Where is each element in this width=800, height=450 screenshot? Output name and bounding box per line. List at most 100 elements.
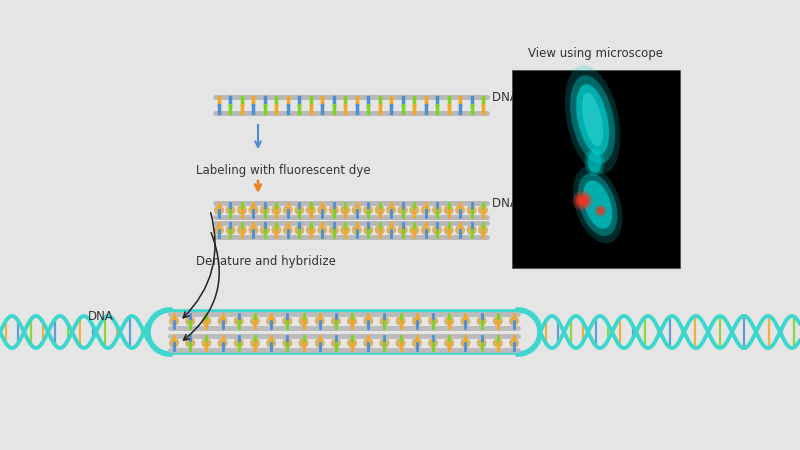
Ellipse shape — [234, 338, 244, 348]
Ellipse shape — [282, 338, 292, 348]
Ellipse shape — [428, 316, 438, 326]
Ellipse shape — [461, 316, 470, 326]
Ellipse shape — [582, 93, 603, 146]
Text: DNA probe: DNA probe — [492, 198, 556, 211]
Ellipse shape — [374, 225, 385, 235]
Ellipse shape — [363, 205, 374, 215]
Ellipse shape — [226, 225, 235, 235]
FancyBboxPatch shape — [512, 70, 680, 268]
Ellipse shape — [271, 225, 282, 235]
Text: View using microscope: View using microscope — [529, 47, 663, 60]
Ellipse shape — [583, 180, 612, 229]
Ellipse shape — [352, 225, 362, 235]
Ellipse shape — [597, 207, 605, 215]
Ellipse shape — [493, 338, 503, 348]
Ellipse shape — [478, 225, 488, 235]
Ellipse shape — [249, 205, 258, 215]
Ellipse shape — [509, 338, 519, 348]
Ellipse shape — [226, 205, 235, 215]
Ellipse shape — [461, 338, 470, 348]
Ellipse shape — [250, 316, 260, 326]
Ellipse shape — [271, 205, 282, 215]
Ellipse shape — [306, 205, 316, 215]
Ellipse shape — [477, 316, 486, 326]
Ellipse shape — [169, 338, 179, 348]
Ellipse shape — [340, 225, 350, 235]
Ellipse shape — [455, 225, 465, 235]
Ellipse shape — [363, 338, 374, 348]
Ellipse shape — [509, 316, 519, 326]
Ellipse shape — [443, 205, 454, 215]
Ellipse shape — [398, 225, 408, 235]
Ellipse shape — [214, 225, 224, 235]
Text: DNA: DNA — [88, 310, 114, 323]
Text: Denature and hybridize: Denature and hybridize — [196, 255, 336, 268]
Ellipse shape — [331, 338, 341, 348]
Ellipse shape — [379, 338, 390, 348]
Ellipse shape — [578, 196, 587, 205]
Ellipse shape — [444, 338, 454, 348]
Ellipse shape — [585, 148, 605, 176]
Ellipse shape — [421, 225, 430, 235]
Ellipse shape — [570, 75, 615, 164]
Ellipse shape — [352, 205, 362, 215]
Ellipse shape — [347, 316, 357, 326]
Ellipse shape — [409, 205, 419, 215]
Ellipse shape — [294, 205, 304, 215]
Ellipse shape — [185, 338, 195, 348]
Ellipse shape — [576, 194, 590, 207]
Ellipse shape — [379, 316, 390, 326]
Ellipse shape — [396, 338, 406, 348]
FancyArrowPatch shape — [183, 233, 219, 340]
Ellipse shape — [298, 316, 309, 326]
Ellipse shape — [202, 338, 211, 348]
Ellipse shape — [329, 225, 338, 235]
Ellipse shape — [409, 225, 419, 235]
Ellipse shape — [374, 205, 385, 215]
Ellipse shape — [331, 316, 341, 326]
Ellipse shape — [214, 205, 224, 215]
Ellipse shape — [318, 205, 327, 215]
Ellipse shape — [466, 225, 477, 235]
Ellipse shape — [202, 316, 211, 326]
Ellipse shape — [573, 166, 622, 243]
Ellipse shape — [237, 225, 247, 235]
Ellipse shape — [412, 338, 422, 348]
Ellipse shape — [396, 316, 406, 326]
Ellipse shape — [421, 205, 430, 215]
Ellipse shape — [363, 225, 374, 235]
Ellipse shape — [573, 191, 593, 211]
Ellipse shape — [444, 316, 454, 326]
Ellipse shape — [282, 316, 292, 326]
Text: Labeling with fluorescent dye: Labeling with fluorescent dye — [196, 164, 370, 177]
Ellipse shape — [565, 65, 621, 174]
Ellipse shape — [386, 205, 396, 215]
Ellipse shape — [250, 338, 260, 348]
Ellipse shape — [340, 205, 350, 215]
Ellipse shape — [398, 205, 408, 215]
Ellipse shape — [306, 225, 316, 235]
Ellipse shape — [576, 84, 609, 155]
Ellipse shape — [260, 225, 270, 235]
Ellipse shape — [218, 338, 227, 348]
Ellipse shape — [588, 151, 602, 173]
Ellipse shape — [237, 205, 247, 215]
Ellipse shape — [466, 205, 477, 215]
Ellipse shape — [249, 225, 258, 235]
Ellipse shape — [432, 205, 442, 215]
Ellipse shape — [578, 173, 618, 236]
Ellipse shape — [314, 338, 325, 348]
Ellipse shape — [283, 205, 293, 215]
Ellipse shape — [218, 316, 227, 326]
Ellipse shape — [363, 316, 374, 326]
Ellipse shape — [234, 316, 244, 326]
Ellipse shape — [477, 338, 486, 348]
Ellipse shape — [432, 225, 442, 235]
Ellipse shape — [386, 225, 396, 235]
Ellipse shape — [329, 205, 338, 215]
Ellipse shape — [260, 205, 270, 215]
Ellipse shape — [318, 225, 327, 235]
Ellipse shape — [347, 338, 357, 348]
Ellipse shape — [478, 205, 488, 215]
Ellipse shape — [294, 225, 304, 235]
